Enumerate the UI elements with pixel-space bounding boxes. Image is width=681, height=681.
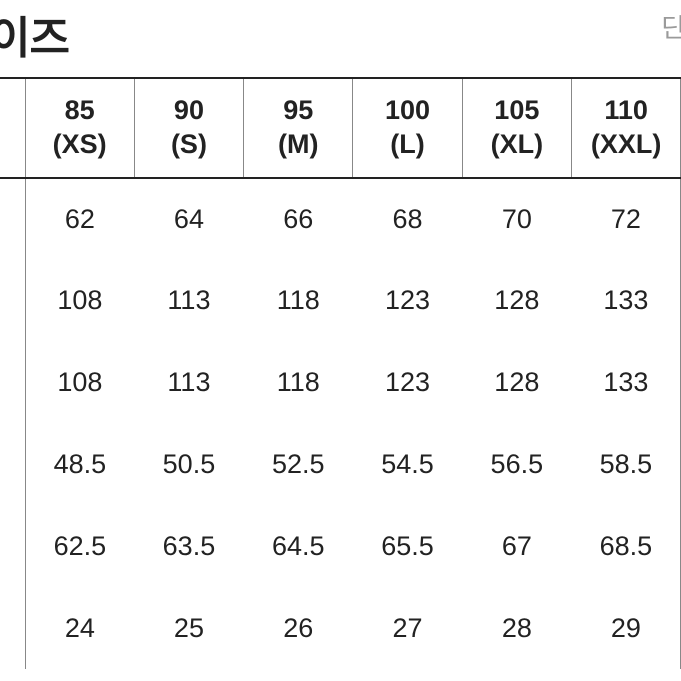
cell: 25 [134,587,243,669]
header-label: (XL) [463,128,571,162]
cell: 72 [571,178,680,259]
cell: 62 [25,178,134,259]
cell: 113 [134,259,243,341]
header-cell: 105(XL) [462,78,571,178]
header-row: 85(XS) 90(S) 95(M) 100(L) 105(XL) 110(XX… [0,78,681,178]
table-row: 62.5 63.5 64.5 65.5 67 68.5 [0,505,681,587]
cell [0,259,25,341]
header-label: (L) [353,128,461,162]
cell: 108 [25,341,134,423]
cell: 29 [571,587,680,669]
cell [0,587,25,669]
cell: 62.5 [25,505,134,587]
cell: 128 [462,341,571,423]
header-cell-blank [0,78,25,178]
cell: 54.5 [353,423,462,505]
header-num: 90 [135,94,243,128]
header-num: 95 [244,94,352,128]
table-body: 62 64 66 68 70 72 108 113 118 123 128 13… [0,178,681,669]
cell: 56.5 [462,423,571,505]
cell: 108 [25,259,134,341]
cell: 50.5 [134,423,243,505]
cell: 66 [244,178,353,259]
cell: 48.5 [25,423,134,505]
cell [0,178,25,259]
cell: 128 [462,259,571,341]
cell [0,423,25,505]
header-cell: 100(L) [353,78,462,178]
cell: 64.5 [244,505,353,587]
cell [0,505,25,587]
header-label: (M) [244,128,352,162]
cell [0,341,25,423]
cell: 24 [25,587,134,669]
cell: 65.5 [353,505,462,587]
cell: 70 [462,178,571,259]
cell: 63.5 [134,505,243,587]
header-num: 110 [572,94,680,128]
cell: 67 [462,505,571,587]
cell: 26 [244,587,353,669]
header-cell: 90(S) [134,78,243,178]
cell: 123 [353,341,462,423]
header-cell: 85(XS) [25,78,134,178]
cell: 118 [244,341,353,423]
header-label: (XS) [26,128,134,162]
table-row: 108 113 118 123 128 133 [0,259,681,341]
cell: 68.5 [571,505,680,587]
size-table: 85(XS) 90(S) 95(M) 100(L) 105(XL) 110(XX… [0,77,681,669]
table-row: 62 64 66 68 70 72 [0,178,681,259]
cell: 28 [462,587,571,669]
cell: 133 [571,259,680,341]
header-cell: 110(XXL) [571,78,680,178]
cell: 133 [571,341,680,423]
cell: 58.5 [571,423,680,505]
header-label: (XXL) [572,128,680,162]
cell: 113 [134,341,243,423]
cell: 68 [353,178,462,259]
size-table-container: 85(XS) 90(S) 95(M) 100(L) 105(XL) 110(XX… [0,77,681,669]
cell: 118 [244,259,353,341]
cell: 27 [353,587,462,669]
table-row: 108 113 118 123 128 133 [0,341,681,423]
table-row: 48.5 50.5 52.5 54.5 56.5 58.5 [0,423,681,505]
page-title: 이즈 [0,2,69,66]
header-cell: 95(M) [244,78,353,178]
header-num: 105 [463,94,571,128]
cell: 123 [353,259,462,341]
table-row: 24 25 26 27 28 29 [0,587,681,669]
unit-label: 딘 [661,8,681,45]
header-label: (S) [135,128,243,162]
header-num: 85 [26,94,134,128]
cell: 64 [134,178,243,259]
header-num: 100 [353,94,461,128]
cell: 52.5 [244,423,353,505]
